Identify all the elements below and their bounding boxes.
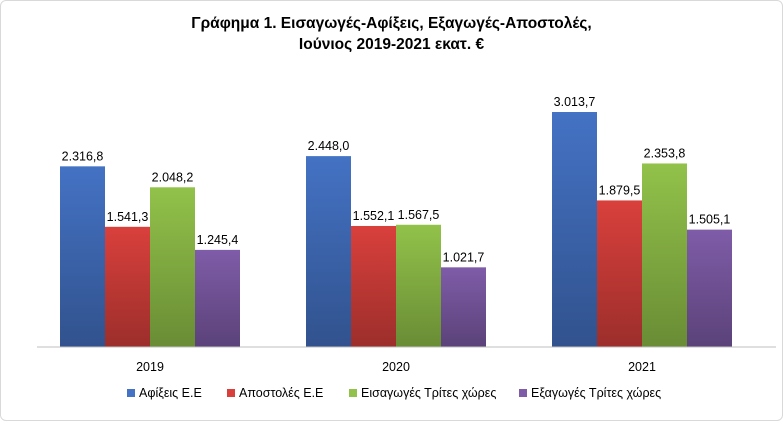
legend-swatch-4	[519, 389, 527, 397]
data-label-2019-series-4: 1.245,4	[197, 233, 239, 247]
x-tick-label-2019: 2019	[136, 360, 164, 374]
legend-item-1: Αφίξεις Ε.Ε	[127, 386, 202, 400]
data-label-2019-series-2: 1.541,3	[107, 210, 149, 224]
data-labels-layer: 2.316,8 1.541,3 2.048,2 1.245,4 2.448,0 1.552…	[62, 95, 731, 264]
data-label-2020-series-2: 1.552,1	[353, 209, 395, 223]
bar-2020-series-1	[306, 156, 351, 347]
data-label-2021-series-3: 2.353,8	[644, 146, 686, 160]
bar-2021-series-3	[642, 163, 687, 347]
chart-title-line-2: Ιούνιος 2019-2021 εκατ. €	[298, 36, 485, 53]
legend-item-2: Αποστολές Ε.Ε	[227, 386, 323, 400]
bar-2019-series-1	[60, 166, 105, 347]
legend-swatch-2	[227, 389, 235, 397]
data-label-2020-series-1: 2.448,0	[308, 139, 350, 153]
data-label-2020-series-3: 1.567,5	[398, 208, 440, 222]
x-tick-label-2021: 2021	[628, 360, 656, 374]
legend-label-4: Εξαγωγές Τρίτες χώρες	[531, 386, 661, 400]
legend-label-3: Εισαγωγές Τρίτες χώρες	[361, 386, 496, 400]
legend-swatch-1	[127, 389, 135, 397]
x-tick-labels-layer: 2019 2020 2021	[136, 360, 656, 374]
bar-2019-series-2	[105, 226, 150, 347]
chart-title-line-1: Γράφημα 1. Εισαγωγές-Αφίξεις, Εξαγωγές-Α…	[191, 15, 592, 32]
bar-2019-series-3	[150, 187, 195, 347]
data-label-2021-series-1: 3.013,7	[554, 95, 596, 109]
bar-2020-series-3	[396, 224, 441, 347]
bar-2021-series-1	[552, 112, 597, 347]
legend-swatch-3	[349, 389, 357, 397]
data-label-2019-series-1: 2.316,8	[62, 149, 104, 163]
x-tick-label-2020: 2020	[382, 360, 410, 374]
bar-2021-series-2	[597, 200, 642, 347]
data-label-2021-series-2: 1.879,5	[599, 183, 641, 197]
bar-2021-series-4	[687, 229, 732, 347]
data-label-2021-series-4: 1.505,1	[689, 213, 731, 227]
bars-layer	[60, 112, 732, 347]
bar-2020-series-4	[441, 267, 486, 347]
legend-label-2: Αποστολές Ε.Ε	[239, 386, 323, 400]
bar-2020-series-2	[351, 225, 396, 347]
legend-label-1: Αφίξεις Ε.Ε	[139, 386, 202, 400]
data-label-2019-series-3: 2.048,2	[152, 170, 194, 184]
legend: Αφίξεις Ε.Ε Αποστολές Ε.Ε Εισαγωγές Τρίτες…	[127, 386, 661, 400]
bar-2019-series-4	[195, 249, 240, 347]
data-label-2020-series-4: 1.021,7	[443, 250, 485, 264]
legend-item-3: Εισαγωγές Τρίτες χώρες	[349, 386, 496, 400]
legend-item-4: Εξαγωγές Τρίτες χώρες	[519, 386, 661, 400]
